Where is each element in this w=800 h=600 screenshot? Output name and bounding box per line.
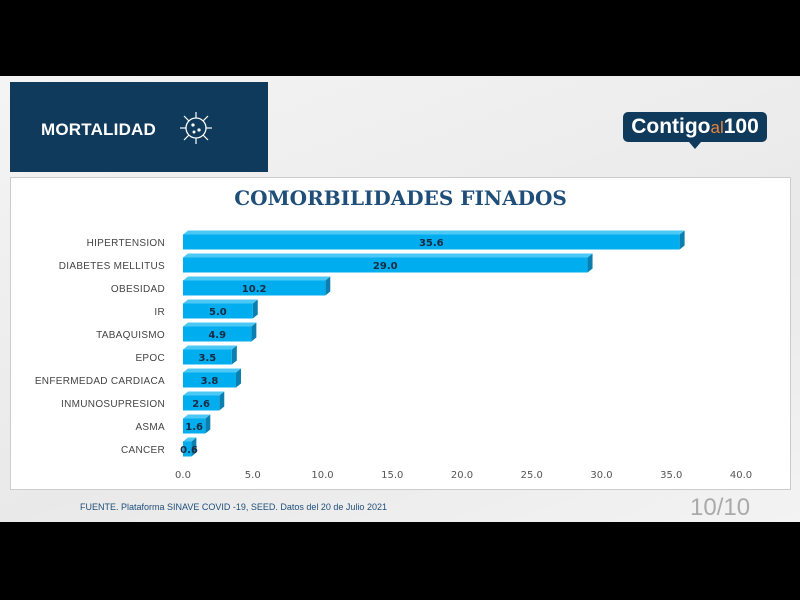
- data-label: 1.6: [185, 422, 203, 433]
- category-label: CANCER: [121, 445, 165, 456]
- logo-text-al: al: [710, 118, 724, 137]
- bar-side: [191, 437, 197, 457]
- category-label: ASMA: [135, 422, 165, 433]
- data-label: 10.2: [242, 284, 267, 295]
- bar: [183, 349, 232, 365]
- logo-text: Contigo: [631, 115, 711, 138]
- data-label: 3.5: [199, 353, 217, 364]
- bar: [183, 257, 588, 273]
- bar-side: [252, 299, 258, 319]
- page-number: 10/10: [690, 494, 751, 521]
- category-label: TABAQUISMO: [96, 330, 165, 341]
- data-label: 5.0: [209, 307, 227, 318]
- bar: [183, 441, 192, 457]
- x-tick-label: 15.0: [381, 470, 403, 481]
- logo-text-100: 100: [723, 115, 759, 138]
- source-note: FUENTE. Plataforma SINAVE COVID -19, SEE…: [80, 502, 387, 512]
- bar-chart: HIPERTENSION 35.6 DIABETES MELLITUS 29.0 OBE…: [35, 230, 752, 481]
- data-label: 29.0: [373, 261, 398, 272]
- section-header: MORTALIDAD: [10, 82, 268, 172]
- bar: [183, 303, 253, 319]
- bar-side: [231, 345, 237, 365]
- category-label: HIPERTENSION: [87, 238, 165, 249]
- x-tick-label: 35.0: [660, 470, 682, 481]
- bar-top: [183, 322, 257, 327]
- bar-top: [183, 368, 242, 373]
- x-tick-label: 0.0: [175, 470, 191, 481]
- category-label: EPOC: [135, 353, 165, 364]
- category-label: INMUNOSUPRESION: [61, 399, 165, 410]
- bar-top: [183, 276, 331, 281]
- bar-side: [325, 276, 331, 296]
- bar-side: [219, 391, 225, 411]
- chart-title: COMORBILIDADES FINADOS: [234, 186, 567, 210]
- data-label: 2.6: [192, 399, 210, 410]
- data-label: 35.6: [419, 238, 444, 249]
- data-label: 3.8: [201, 376, 219, 387]
- bar-top: [183, 391, 225, 396]
- category-label: ENFERMEDAD CARDIACA: [35, 376, 165, 387]
- x-tick-label: 40.0: [730, 470, 752, 481]
- bar-top: [183, 437, 197, 442]
- x-tick-label: 5.0: [245, 470, 261, 481]
- category-label: DIABETES MELLITUS: [59, 261, 165, 272]
- bar-side: [251, 322, 257, 342]
- bar-side: [236, 368, 242, 388]
- bar: [183, 418, 206, 434]
- bar-side: [679, 230, 685, 250]
- chart-panel: COMORBILIDADES FINADOS HIPERTENSION 35.6 D…: [10, 177, 791, 490]
- bar: [183, 280, 326, 296]
- data-label: 0.6: [180, 445, 198, 456]
- contigo-al-100-logo: Contigoal100: [623, 112, 767, 149]
- bar-top: [183, 253, 593, 258]
- bar: [183, 372, 237, 388]
- bar-side: [587, 253, 593, 273]
- category-label: OBESIDAD: [111, 284, 165, 295]
- data-label: 4.9: [208, 330, 226, 341]
- x-tick-label: 10.0: [311, 470, 333, 481]
- virus-icon: [180, 112, 212, 144]
- bar-side: [205, 414, 211, 434]
- bar-top: [183, 345, 237, 350]
- bar-top: [183, 230, 685, 235]
- x-tick-label: 30.0: [590, 470, 612, 481]
- slide: MORTALIDAD Contigoal100 COMORBILIDADES F…: [0, 76, 800, 522]
- x-tick-label: 20.0: [451, 470, 473, 481]
- category-label: IR: [154, 307, 165, 318]
- bar: [183, 395, 220, 411]
- bar-top: [183, 299, 258, 304]
- bar: [183, 326, 252, 342]
- bar-top: [183, 414, 211, 419]
- x-tick-label: 25.0: [521, 470, 543, 481]
- section-title: MORTALIDAD: [41, 120, 156, 139]
- bar: [183, 234, 680, 250]
